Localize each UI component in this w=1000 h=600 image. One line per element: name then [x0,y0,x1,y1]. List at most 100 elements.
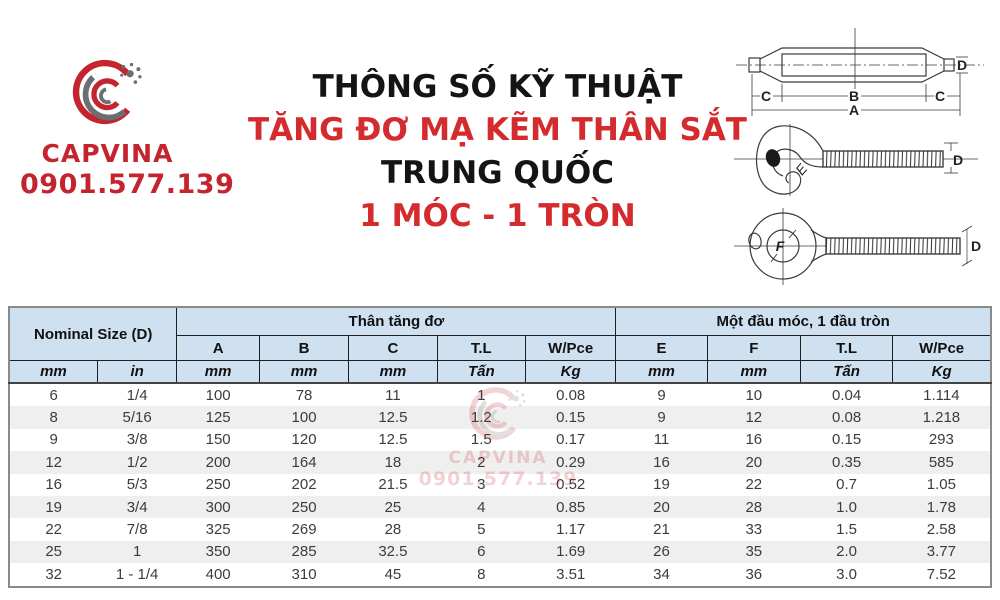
column-header: F [706,335,801,361]
table-cell: 9 [49,431,58,449]
table-cell: 35 [745,543,763,561]
column-header: T.L [799,335,894,361]
table-cell: 1.218 [922,409,961,427]
table-cell: 150 [205,431,231,449]
title-line-1: THÔNG SỐ KỸ THUẬT [312,69,683,105]
table-cell: 325 [205,521,231,539]
table-cell: 300 [205,498,231,516]
unit-header: in [96,360,178,384]
table-cell: 3/4 [126,498,148,516]
table-cell: 3.0 [836,565,858,583]
dim-label-d-hook: D [953,152,963,168]
table-row: 22 7/8 325 269 28 5 1.17 21 33 1.5 2.58 [9,518,991,540]
table-cell: 1 [132,543,142,561]
table-cell: 36 [745,565,763,583]
header-letters-row: A B C T.L W/Pce E F T.L W/Pce [9,335,992,361]
table-cell: 125 [205,409,231,427]
column-header: E [615,335,708,361]
title-line-2: TĂNG ĐƠ MẠ KẼM THÂN SẮT [248,112,747,148]
table-cell: 400 [205,565,231,583]
table-cell: 285 [291,543,317,561]
table-cell: 269 [291,521,317,539]
table-cell: 20 [653,498,670,516]
table-cell: 4 [477,498,486,516]
dim-label-b: B [849,88,859,104]
dim-label-f: F [776,238,785,254]
unit-header: mm [348,360,438,384]
table-cell: 0.15 [556,409,586,427]
table-cell: 0.85 [556,498,586,516]
table-cell: 21 [653,521,670,539]
table-cell: 2.58 [926,521,956,539]
table-cell: 585 [928,453,954,471]
unit-header: Tấn [799,360,894,384]
table-cell: 16 [745,431,763,449]
table-cell: 19 [653,476,670,494]
table-cell: 0.08 [831,409,862,427]
table-cell: 202 [291,476,317,494]
hook-bolt-diagram: E D [734,124,978,196]
table-cell: 21.5 [378,476,408,494]
header-group-body: Thân tăng đơ [176,306,617,336]
table-cell: 12 [45,453,63,471]
table-cell: 100 [205,386,231,404]
dim-label-e: E [792,160,811,178]
table-cell: 26 [653,543,670,561]
table-cell: 1.05 [926,476,956,494]
unit-header: Kg [524,360,617,384]
table-cell: 0.35 [831,453,862,471]
table-cell: 293 [928,431,954,449]
table-cell: 34 [653,565,670,583]
table-cell: 5/3 [126,476,148,494]
unit-header: mm [615,360,708,384]
brand-block: CAPVINA 0901.577.139 [20,56,234,200]
table-cell: 1 [477,386,486,404]
table-cell: 25 [45,543,63,561]
column-header: A [176,335,260,361]
table-cell: 28 [745,498,763,516]
table-cell: 1.17 [556,521,586,539]
table-cell: 2 [477,453,486,471]
table-row: 8 5/16 125 100 12.5 1.2 0.15 9 12 0.08 1.218 [9,406,991,429]
table-cell: 3.51 [556,565,586,583]
brand-name: CAPVINA [41,139,174,168]
dim-label-c1: C [761,88,771,104]
column-header: C [348,335,438,361]
table-cell: 8 [477,565,486,583]
header-nominal-size: Nominal Size (D) [8,306,178,361]
table-cell: 11 [385,386,401,404]
unit-header: mm [258,360,350,384]
table-cell: 2.0 [836,543,858,561]
spec-table: Nominal Size (D) Thân tăng đơ Một đầu mó… [8,306,992,588]
column-header: W/Pce [524,335,617,361]
table-cell: 100 [291,409,317,427]
table-row: 32 1 - 1/4 400 310 45 8 3.51 34 36 3.0 7.52 [9,563,991,586]
title-line-4: 1 MÓC - 1 TRÒN [359,198,636,234]
spec-table-body: 6 1/4 100 78 11 1 0.08 9 10 0.04 1.114 8 5/16 125 100 1… [9,383,991,587]
table-cell: 120 [291,431,317,449]
title-line-3: TRUNG QUỐC [381,155,614,191]
table-cell: 5 [477,521,486,539]
table-cell: 22 [45,521,63,539]
table-row: 19 3/4 300 250 25 4 0.85 20 28 1.0 1.78 [9,495,991,519]
unit-header: mm [176,360,260,384]
table-cell: 164 [291,453,317,471]
header-group-row: Nominal Size (D) Thân tăng đơ Một đầu mó… [8,306,992,361]
table-cell: 200 [205,453,231,471]
table-cell: 0.08 [556,386,586,404]
table-cell: 1.2 [470,409,492,427]
table-cell: 1.69 [556,543,586,561]
table-cell: 7.52 [926,565,956,583]
table-cell: 32 [45,565,63,583]
table-cell: 9 [657,386,666,404]
table-cell: 19 [45,498,63,516]
table-cell: 1/2 [126,453,148,471]
table-cell: 18 [384,453,402,471]
table-cell: 250 [291,498,317,516]
table-row: 25 1 350 285 32.5 6 1.69 26 35 2.0 3.77 [9,540,991,564]
table-cell: 310 [291,565,317,583]
unit-header: mm [706,360,801,384]
table-cell: 0.29 [556,453,586,471]
table-row: 6 1/4 100 78 11 1 0.08 9 10 0.04 1.114 [9,383,991,406]
eye-bolt-diagram: F D [734,208,981,285]
